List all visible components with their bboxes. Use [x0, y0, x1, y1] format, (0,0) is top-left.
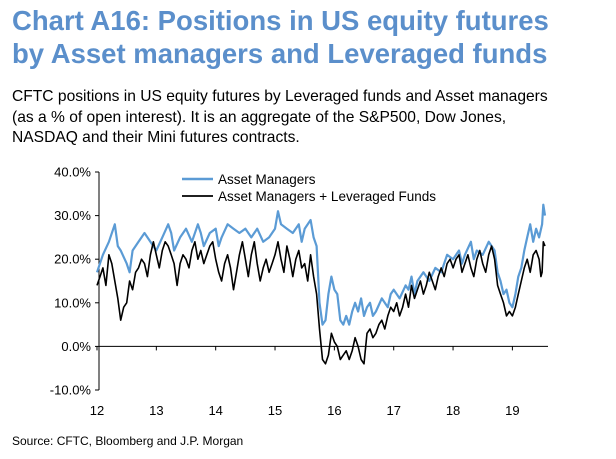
series-line-asset-managers-plus-leveraged-funds	[96, 241, 546, 365]
chart-title: Chart A16: Positions in US equity future…	[12, 4, 612, 70]
y-tick-label: 0.0%	[61, 339, 91, 354]
x-tick-label: 16	[327, 403, 341, 418]
y-tick-label: 30.0%	[54, 208, 91, 223]
y-tick-label: 10.0%	[54, 295, 91, 310]
y-tick-label: 20.0%	[54, 252, 91, 267]
chart-series	[95, 203, 547, 365]
legend-label: Asset Managers	[218, 172, 316, 187]
x-tick-label: 18	[446, 403, 460, 418]
y-tick-label: 40.0%	[54, 165, 91, 180]
source-note: Source: CFTC, Bloomberg and J.P. Morgan	[12, 434, 244, 448]
chart-subtitle: CFTC positions in US equity futures by L…	[12, 87, 612, 149]
chart-title-line-1: Chart A16: Positions in US equity future…	[12, 5, 549, 36]
chart-legend: Asset Managers Asset Managers + Leveraged…	[182, 172, 436, 204]
x-tick-label: 15	[268, 403, 282, 418]
x-tick-label: 12	[90, 403, 104, 418]
chart-axes: 40.0% 30.0% 20.0% 10.0% 0.0% -10.0% 12 13 14 15 16…	[50, 165, 548, 418]
series-line-asset-managers	[95, 203, 547, 326]
chart-subtitle-line-2: (as a % of open interest). It is an aggr…	[12, 108, 507, 126]
chart-subtitle-line-1: CFTC positions in US equity futures by L…	[12, 88, 548, 105]
x-tick-label: 14	[208, 403, 222, 418]
chart-subtitle-line-3: NASDAQ and their Mini futures contracts.	[12, 129, 300, 146]
chart-title-line-2: by Asset managers and Leveraged funds	[12, 38, 548, 69]
x-tick-label: 19	[505, 403, 519, 418]
legend-label: Asset Managers + Leveraged Funds	[218, 189, 436, 204]
y-tick-label: -10.0%	[50, 383, 92, 398]
x-tick-label: 13	[149, 403, 163, 418]
x-tick-label: 17	[386, 403, 400, 418]
